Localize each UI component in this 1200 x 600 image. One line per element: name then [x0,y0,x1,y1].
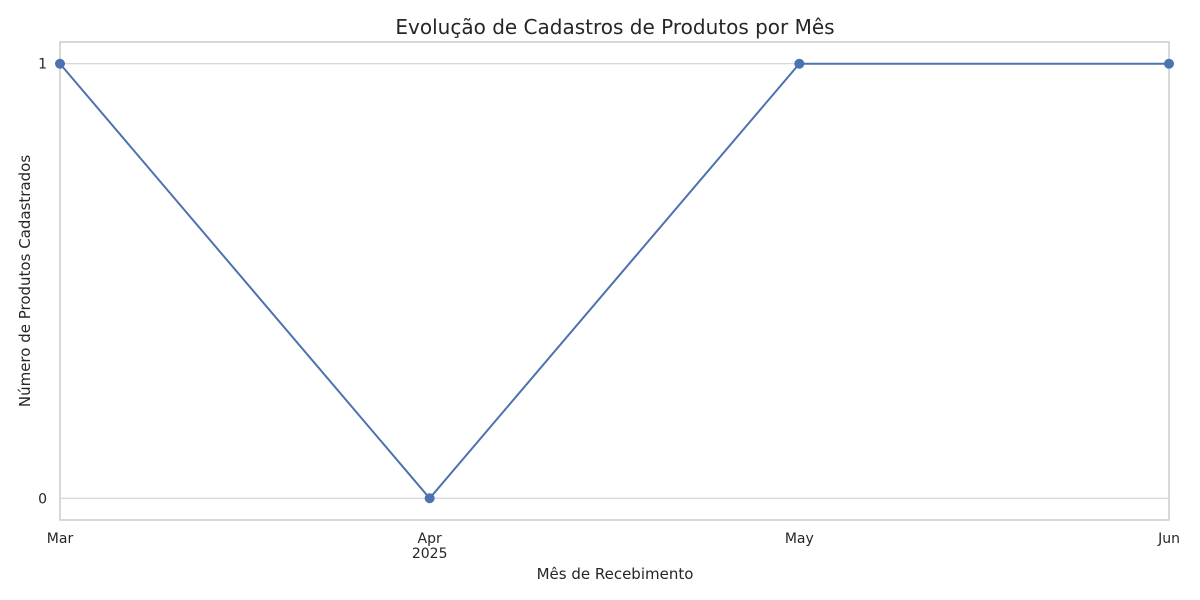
y-axis-label: Número de Produtos Cadastrados [16,155,34,407]
data-point-apr [424,493,435,504]
series-line [59,62,1169,500]
x-tick-label-may: May [785,531,814,547]
plot-frame [59,41,1170,521]
data-point-may [794,58,805,69]
x-tick-label-apr: Apr [418,531,442,547]
plot-frame-rect [59,41,1170,521]
y-tick-label-0: 0 [38,491,47,507]
chart-title: Evolução de Cadastros de Produtos por Mê… [395,15,834,39]
series-line-group [55,58,1174,504]
x-tick-year-label: 2025 [412,546,448,562]
x-axis-label: Mês de Recebimento [537,565,694,583]
y-tick-label-1: 1 [38,57,47,73]
x-tick-labels: Mar Apr May Jun 2025 [47,531,1180,562]
data-point-mar [55,58,65,69]
y-tick-labels: 01 [38,57,47,508]
x-tick-label-jun: Jun [1157,531,1180,547]
x-tick-label-mar: Mar [47,531,74,547]
data-point-jun [1164,58,1174,69]
